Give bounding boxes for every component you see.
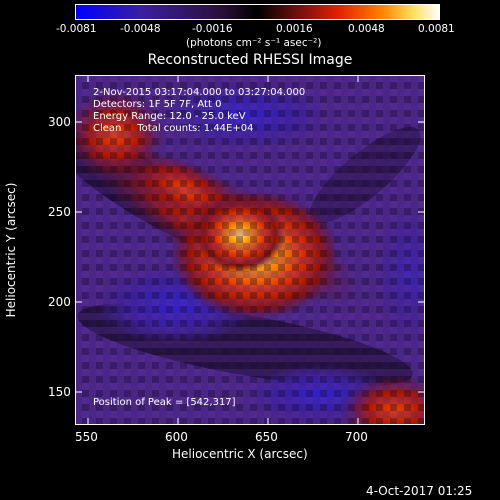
x-tick-label: 600: [165, 430, 188, 444]
y-tick-label: 200: [48, 295, 71, 309]
x-tick-label: 700: [345, 430, 368, 444]
footer-date: 4-Oct-2017 01:25: [366, 484, 473, 498]
y-axis-label: Heliocentric Y (arcsec): [4, 182, 18, 318]
colorbar-tick-label: -0.0048: [120, 23, 161, 35]
y-tick-label: 250: [48, 205, 71, 219]
colorbar-tick-label: 0.0048: [348, 23, 385, 35]
peak-position-label: Position of Peak = [542,317]: [93, 397, 236, 408]
y-tick-label: 300: [48, 115, 71, 129]
colorbar-units: (photons cm⁻² s⁻¹ asec⁻²): [186, 37, 322, 49]
rhessi-image: [75, 75, 425, 425]
plot-frame: [75, 75, 425, 425]
x-tick-label: 650: [255, 430, 278, 444]
colorbar-tick-label: 0.0081: [418, 23, 455, 35]
info-clean-counts: Clean Total counts: 1.44E+04: [93, 123, 254, 134]
y-tick-label: 150: [48, 385, 71, 399]
colorbar-tick-label: 0.0016: [276, 23, 313, 35]
image-title: Reconstructed RHESSI Image: [147, 52, 353, 68]
info-detectors: Detectors: 1F 5F 7F, Att 0: [93, 99, 222, 110]
info-time-range: 2-Nov-2015 03:17:04.000 to 03:27:04.000: [93, 87, 306, 98]
x-axis-label: Heliocentric X (arcsec): [172, 447, 308, 461]
info-energy-range: Energy Range: 12.0 - 25.0 keV: [93, 111, 246, 122]
colorbar-tick-label: -0.0016: [192, 23, 233, 35]
x-tick-label: 550: [75, 430, 98, 444]
colorbar: [75, 4, 440, 20]
colorbar-tick-label: -0.0081: [56, 23, 97, 35]
